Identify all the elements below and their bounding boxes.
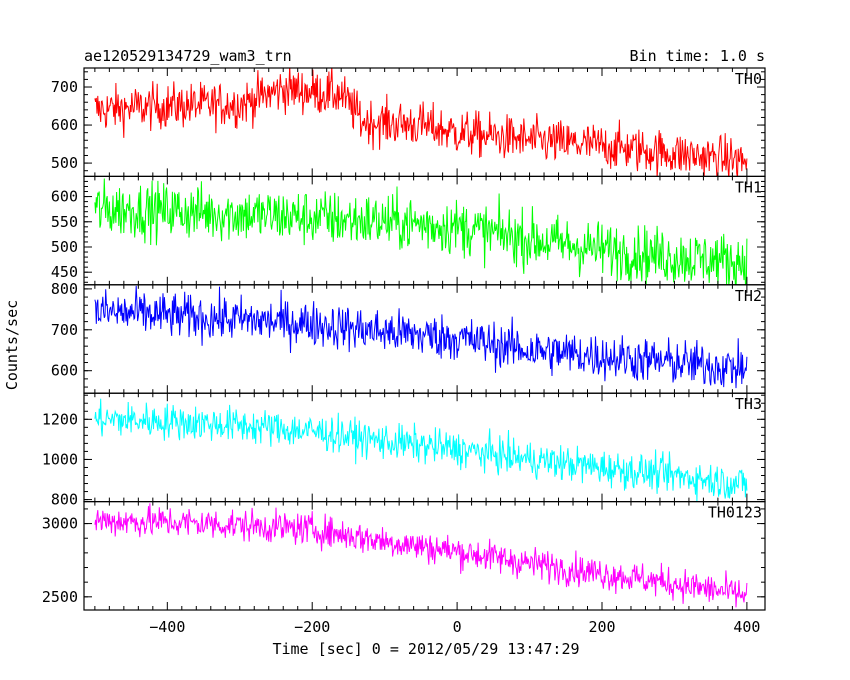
y-tick-label: 500	[51, 154, 78, 172]
y-tick-label: 600	[51, 362, 78, 380]
y-tick-label: 2500	[42, 588, 78, 606]
panel-frame	[83, 175, 766, 286]
panel-label: TH2	[735, 287, 762, 305]
x-tick-label: 0	[453, 618, 462, 636]
x-tick-label: −400	[149, 618, 185, 636]
panel-th2: 600 700 800 TH2	[51, 280, 766, 394]
x-tick-label: 400	[733, 618, 760, 636]
panel-label: TH0123	[708, 504, 762, 522]
y-tick-label: 3000	[42, 515, 78, 533]
panel-th1: 450 500 550 600 TH1	[51, 175, 766, 286]
y-tick-label: 1200	[42, 410, 78, 428]
x-tick-label: −200	[294, 618, 330, 636]
x-tick-label: 200	[588, 618, 615, 636]
y-tick-label: 700	[51, 78, 78, 96]
y-tick-label: 600	[51, 188, 78, 206]
y-tick-label: 500	[51, 238, 78, 256]
y-tick-label: 700	[51, 321, 78, 339]
x-axis-label: Time [sec] 0 = 2012/05/29 13:47:29	[272, 640, 579, 658]
panel-label: TH1	[735, 178, 762, 196]
series-line-th2	[94, 285, 748, 389]
panels-group: 500 600 700 TH0 450 500 550 600 TH1 600 700 800 TH2 8…	[42, 67, 766, 636]
panel-th3: 800 1000 1200 TH3	[42, 392, 766, 509]
panel-th0123: 2500 3000 TH0123	[42, 501, 766, 611]
y-axis-label: Counts/sec	[3, 300, 21, 390]
panel-frame	[83, 284, 766, 394]
y-tick-label: 1000	[42, 450, 78, 468]
series-line-th0123	[94, 503, 748, 608]
panel-label: TH3	[735, 395, 762, 413]
panel-label: TH0	[735, 70, 762, 88]
bin-time-label: Bin time: 1.0 s	[630, 47, 765, 65]
y-tick-label: 800	[51, 280, 78, 298]
y-tick-label: 450	[51, 263, 78, 281]
series-line-th1	[94, 178, 748, 285]
series-line-th0	[94, 68, 748, 177]
y-tick-label: 800	[51, 491, 78, 509]
chart-title: ae120529134729_wam3_trn	[84, 47, 292, 65]
panel-th0: 500 600 700 TH0	[51, 67, 766, 178]
panel-frame	[83, 501, 766, 611]
series-line-th3	[94, 398, 748, 502]
y-tick-label: 550	[51, 213, 78, 231]
y-tick-label: 600	[51, 116, 78, 134]
